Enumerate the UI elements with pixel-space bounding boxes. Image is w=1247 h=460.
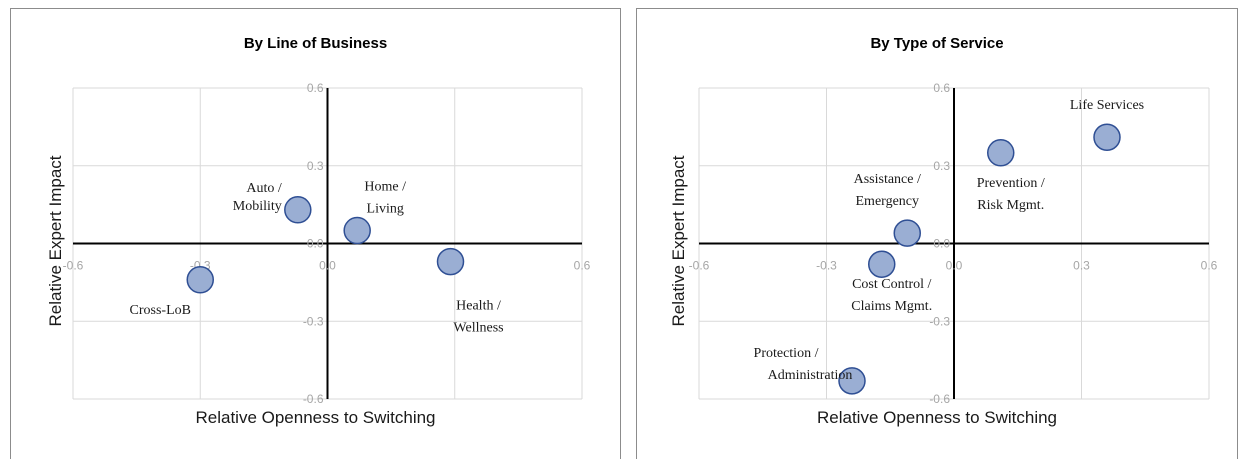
x-tick-label: 0.6 — [1201, 259, 1218, 273]
scatter-plot: -0.6 -0.3 0.0 0.3 0.6 -0.6 -0.3 0.0 0.3 0.6 Life S… — [689, 81, 1218, 406]
data-label: Emergency — [856, 194, 920, 209]
x-tick-label: 0.0 — [946, 259, 963, 273]
data-label: Living — [367, 202, 404, 217]
x-tick-label: 0.0 — [319, 259, 336, 273]
x-axis-label: Relative Openness to Switching — [816, 408, 1058, 427]
data-point — [186, 266, 214, 294]
data-point — [868, 250, 896, 278]
data-label: Protection / — [754, 346, 819, 361]
data-label: Cost Control / — [852, 277, 931, 292]
data-label: Home / — [364, 180, 406, 195]
data-point — [284, 196, 312, 224]
data-point — [1093, 123, 1121, 151]
data-label: Risk Mgmt. — [977, 198, 1044, 213]
data-label: Claims Mgmt. — [851, 299, 932, 314]
data-label: Auto / — [246, 181, 282, 196]
y-tick-label: 0.0 — [307, 237, 324, 251]
x-tick-label: -0.6 — [63, 259, 84, 273]
data-point — [838, 367, 866, 395]
data-label: Administration — [768, 368, 853, 383]
data-label: Wellness — [453, 321, 503, 336]
data-point — [987, 139, 1015, 167]
y-tick-label: -0.6 — [303, 392, 324, 406]
data-label: Life Services — [1070, 98, 1144, 113]
y-axis-label: Relative Expert Impact — [46, 155, 65, 327]
y-tick-label: 0.6 — [933, 81, 950, 95]
data-point — [343, 216, 371, 245]
x-tick-label: 0.3 — [1073, 259, 1090, 273]
data-label: Health / — [456, 299, 501, 314]
data-point — [436, 247, 465, 276]
y-tick-label: -0.6 — [929, 392, 950, 406]
data-label: Mobility — [233, 199, 282, 214]
y-tick-label: 0.0 — [933, 237, 950, 251]
chart-title: By Line of Business — [243, 35, 388, 52]
chart-panel-line-of-business: By Line of Business -0.6 -0.3 0.0 0.3 0.6 -0.… — [10, 8, 621, 459]
chart-title: By Type of Service — [870, 35, 1004, 52]
x-axis-label: Relative Openness to Switching — [195, 408, 436, 427]
x-tick-label: 0.6 — [574, 259, 591, 273]
y-tick-label: -0.3 — [303, 314, 324, 328]
y-tick-label: 0.3 — [307, 159, 324, 173]
y-axis-label: Relative Expert Impact — [669, 155, 688, 327]
data-point — [893, 219, 921, 247]
y-tick-label: -0.3 — [929, 314, 950, 328]
y-tick-label: 0.3 — [933, 159, 950, 173]
x-tick-label: -0.6 — [689, 259, 710, 273]
x-tick-label: -0.3 — [816, 259, 837, 273]
data-label: Cross-LoB — [130, 303, 191, 318]
y-tick-label: 0.6 — [307, 81, 324, 95]
chart-panel-type-of-service: By Type of Service -0.6 -0.3 0.0 0.3 0.6 -0.6… — [636, 8, 1238, 459]
data-label: Assistance / — [854, 172, 921, 187]
data-label: Prevention / — [977, 176, 1045, 191]
